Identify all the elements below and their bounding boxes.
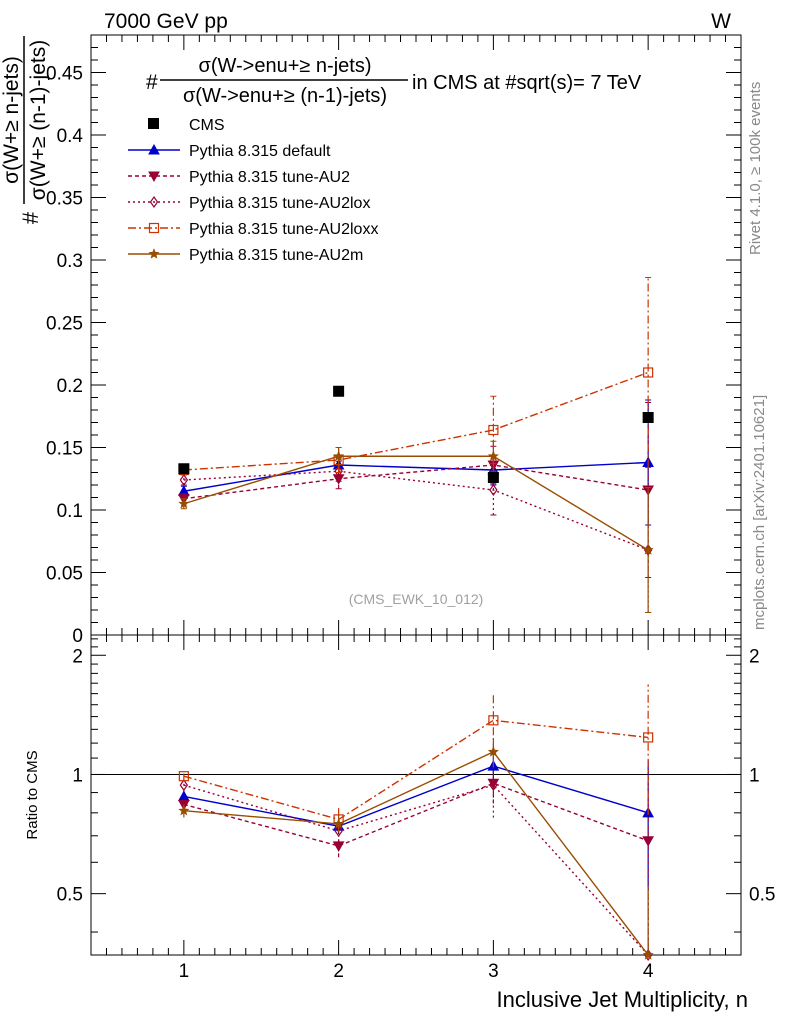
analysis-watermark: (CMS_EWK_10_012) xyxy=(349,591,484,607)
cms-data-points xyxy=(178,385,654,483)
ratio-y-label: Ratio to CMS xyxy=(24,750,41,839)
ratio-tick-label: 0.5 xyxy=(57,885,83,906)
ratio-tick-label-right: 0.5 xyxy=(749,885,775,906)
main-panel-series xyxy=(178,277,654,613)
cms-data-point xyxy=(642,412,654,423)
energy-label: 7000 GeV pp xyxy=(104,10,228,33)
x-tick-labels: 1 2 3 4 xyxy=(179,961,654,982)
series-marker-2 xyxy=(489,483,498,497)
y-tick-label: 0.15 xyxy=(46,439,83,460)
legend-marker-cms xyxy=(148,118,159,129)
ratio-marker-1 xyxy=(642,836,654,847)
legend-marker-1 xyxy=(148,171,160,183)
ratio-line-3 xyxy=(183,719,649,821)
ratio-marker-4 xyxy=(487,746,499,757)
ratio-marker-4 xyxy=(642,949,654,960)
ratio-line-1 xyxy=(183,782,649,847)
ratio-marker-2 xyxy=(179,779,189,792)
series-line-3 xyxy=(183,371,649,471)
ratio-tick-label-right: 2 xyxy=(749,646,760,667)
y-tick-label: 0.05 xyxy=(46,564,83,585)
series-marker-2 xyxy=(334,465,343,478)
series-marker-4 xyxy=(487,450,499,461)
ratio-marker-0 xyxy=(178,790,190,801)
ratio-marker-2 xyxy=(489,779,498,792)
ratio-tick-label-right: 1 xyxy=(749,765,760,786)
ratio-marker-1 xyxy=(332,841,345,852)
legend-label-au2loxx: Pythia 8.315 tune-AU2loxx xyxy=(189,221,378,238)
legend-marker-0 xyxy=(148,143,160,155)
ratio-tick-label: 1 xyxy=(72,765,83,786)
y-axis-label: # σ(W+≥ n-jets) σ(W+≥ (n-1)-jets) xyxy=(0,36,50,224)
legend: CMS Pythia 8.315 default Pythia 8.315 tu… xyxy=(128,117,378,264)
cms-data-point xyxy=(178,463,190,475)
series-line-4 xyxy=(183,455,649,551)
y-tick-label: 0 xyxy=(72,626,83,647)
y-tick-label: 0.25 xyxy=(46,314,83,335)
title-denominator: σ(W->enu+≥ (n-1)-jets) xyxy=(183,85,387,107)
y-tick-label: 0.1 xyxy=(57,501,83,522)
x-tick-label: 2 xyxy=(333,961,344,982)
cms-data-point xyxy=(487,472,499,483)
ratio-marker-4 xyxy=(178,804,190,816)
ratio-marker-4 xyxy=(333,818,345,829)
legend-label-cms: CMS xyxy=(189,117,225,134)
cms-data-point xyxy=(333,385,345,397)
x-axis-label: Inclusive Jet Multiplicity, n xyxy=(497,987,748,1012)
legend-marker-3 xyxy=(148,222,160,234)
legend-marker-4 xyxy=(148,248,160,259)
ratio-line-0 xyxy=(183,765,649,827)
y-tick-label: 0.2 xyxy=(57,376,83,397)
process-label: W xyxy=(711,10,731,33)
mcplots-label: mcplots.cern.ch [arXiv:2401.10621] xyxy=(751,395,768,630)
series-line-0 xyxy=(183,461,649,492)
legend-label-default: Pythia 8.315 default xyxy=(189,143,331,160)
ratio-marker-2 xyxy=(334,824,343,837)
y-label-hash: # xyxy=(18,211,43,224)
chart-title: # σ(W->enu+≥ n-jets) σ(W->enu+≥ (n-1)-je… xyxy=(146,55,642,107)
ratio-panel-series xyxy=(178,684,654,962)
series-marker-4 xyxy=(333,450,345,461)
title-numerator: σ(W->enu+≥ n-jets) xyxy=(198,55,371,77)
y-tick-label: 0.4 xyxy=(57,126,84,147)
ratio-marker-3 xyxy=(488,715,499,726)
x-tick-label: 1 xyxy=(179,961,190,982)
series-line-1 xyxy=(183,464,649,500)
rivet-version-label: Rivet 4.1.0, ≥ 100k events xyxy=(747,82,764,255)
series-marker-3 xyxy=(488,424,499,436)
x-tick-label: 3 xyxy=(488,961,499,982)
y-tick-labels: 0 0.05 0.1 0.15 0.2 0.25 0.3 0.35 0.4 0.45 0.5 0.5 1… xyxy=(46,64,775,906)
legend-label-au2: Pythia 8.315 tune-AU2 xyxy=(189,169,350,186)
x-tick-label: 4 xyxy=(643,961,654,982)
title-hash: # xyxy=(146,71,158,94)
ratio-tick-label: 2 xyxy=(72,646,83,667)
ratio-marker-3 xyxy=(178,771,189,782)
series-marker-3 xyxy=(643,367,654,378)
y-tick-label: 0.3 xyxy=(57,251,83,272)
legend-label-au2lox: Pythia 8.315 tune-AU2lox xyxy=(189,195,370,212)
series-marker-2 xyxy=(179,473,189,487)
legend-marker-2 xyxy=(149,195,159,209)
ratio-line-4 xyxy=(183,751,649,956)
y-tick-label: 0.45 xyxy=(46,64,83,85)
ratio-line-2 xyxy=(183,784,649,956)
y-label-numerator: σ(W+≥ n-jets) xyxy=(0,56,23,184)
ratio-marker-3 xyxy=(643,732,654,743)
series-marker-4 xyxy=(642,544,654,555)
ratio-panel-frame xyxy=(90,634,742,956)
series-marker-4 xyxy=(178,498,190,509)
legend-label-au2m: Pythia 8.315 tune-AU2m xyxy=(189,247,363,264)
title-suffix: in CMS at #sqrt(s)= 7 TeV xyxy=(412,72,642,94)
y-label-denominator: σ(W+≥ (n-1)-jets) xyxy=(27,40,50,200)
y-tick-label: 0.35 xyxy=(46,189,83,210)
